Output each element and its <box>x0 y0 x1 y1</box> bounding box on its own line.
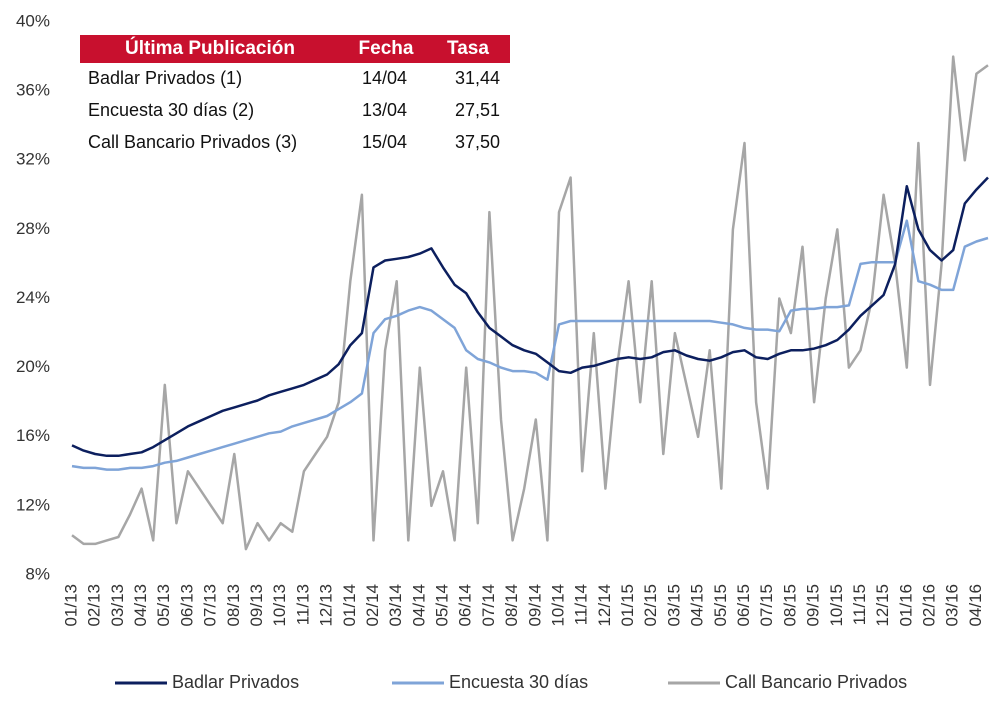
x-tick-label: 08/13 <box>224 584 243 627</box>
y-tick-label: 36% <box>16 81 50 100</box>
x-tick-label: 12/13 <box>317 584 336 627</box>
x-tick-label: 12/14 <box>595 584 614 627</box>
y-tick-label: 28% <box>16 219 50 238</box>
y-tick-label: 40% <box>16 11 50 30</box>
x-tick-label: 07/13 <box>201 584 220 627</box>
x-tick-label: 04/15 <box>688 584 707 627</box>
series-line <box>71 219 989 471</box>
table-cell: 13/04 <box>362 100 407 120</box>
y-tick-label: 16% <box>16 426 50 445</box>
x-tick-label: 08/14 <box>502 584 521 627</box>
x-tick-label: 04/16 <box>966 584 985 627</box>
x-tick-label: 06/13 <box>177 584 196 627</box>
x-tick-label: 10/15 <box>827 584 846 627</box>
x-tick-label: 01/15 <box>618 584 637 627</box>
x-tick-label: 12/15 <box>873 584 892 627</box>
x-tick-label: 03/14 <box>386 584 405 627</box>
x-tick-label: 01/16 <box>896 584 915 627</box>
x-tick-label: 10/13 <box>270 584 289 627</box>
table-cell: 37,50 <box>455 132 500 152</box>
table-cell: 31,44 <box>455 68 500 88</box>
x-tick-label: 05/15 <box>711 584 730 627</box>
x-tick-label: 03/15 <box>664 584 683 627</box>
table-header: Fecha <box>359 38 414 59</box>
x-tick-label: 10/14 <box>548 584 567 627</box>
x-tick-label: 09/15 <box>804 584 823 627</box>
x-tick-label: 11/13 <box>293 584 312 625</box>
x-tick-label: 06/14 <box>456 584 475 627</box>
x-tick-label: 07/14 <box>479 584 498 627</box>
x-tick-label: 09/14 <box>525 584 544 627</box>
plot-area: 8%12%16%20%24%28%32%36%40%01/13 02/13 03/1… <box>16 11 989 627</box>
table-cell: Encuesta 30 días (2) <box>88 100 254 120</box>
legend-label: Encuesta 30 días <box>449 672 588 692</box>
summary-table: Última Publicación Fecha Tasa Badlar Privad… <box>80 35 510 152</box>
y-tick-label: 24% <box>16 288 50 307</box>
x-tick-label: 08/15 <box>780 584 799 627</box>
legend-label: Call Bancario Privados <box>725 672 907 692</box>
table-header: Última Publicación <box>125 37 295 59</box>
x-tick-label: 11/14 <box>572 584 591 625</box>
x-tick-label: 11/15 <box>850 584 869 625</box>
x-tick-label: 02/13 <box>85 584 104 627</box>
table-header-bg <box>80 35 510 63</box>
legend: Badlar Privados Encuesta 30 días Call Banc… <box>115 672 907 692</box>
y-tick-label: 8% <box>25 564 50 583</box>
x-tick-label: 04/13 <box>131 584 150 627</box>
series-line <box>71 176 989 458</box>
x-tick-label: 09/13 <box>247 584 266 627</box>
x-tick-label: 07/15 <box>757 584 776 627</box>
x-tick-label: 04/14 <box>409 584 428 627</box>
y-tick-label: 20% <box>16 357 50 376</box>
x-tick-label: 06/15 <box>734 584 753 627</box>
x-tick-label: 03/16 <box>943 584 962 627</box>
y-tick-label: 12% <box>16 495 50 514</box>
x-tick-label: 01/13 <box>61 584 80 627</box>
x-tick-label: 05/13 <box>154 584 173 627</box>
x-tick-label: 02/14 <box>363 584 382 627</box>
x-tick-label: 03/13 <box>108 584 127 627</box>
x-tick-label: 02/16 <box>920 584 939 627</box>
x-tick-label: 05/14 <box>433 584 452 627</box>
table-cell: 15/04 <box>362 132 407 152</box>
legend-label: Badlar Privados <box>172 672 299 692</box>
table-cell: 14/04 <box>362 68 407 88</box>
table-header: Tasa <box>447 38 489 59</box>
table-cell: 27,51 <box>455 100 500 120</box>
x-tick-label: 02/15 <box>641 584 660 627</box>
series-line <box>71 55 989 551</box>
table-cell: Badlar Privados (1) <box>88 68 242 88</box>
y-tick-label: 32% <box>16 150 50 169</box>
x-tick-label: 01/14 <box>340 584 359 627</box>
table-cell: Call Bancario Privados (3) <box>88 132 297 152</box>
